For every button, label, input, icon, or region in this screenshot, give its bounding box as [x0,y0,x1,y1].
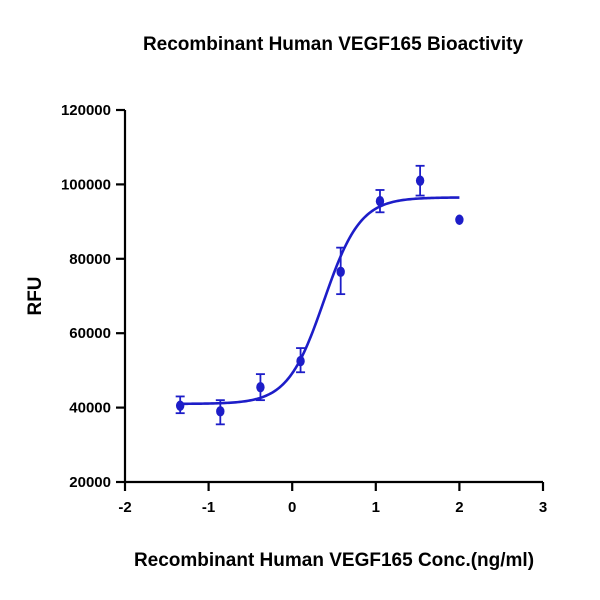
y-tick-label: 80000 [69,251,111,268]
data-point [296,355,305,367]
data-point [216,406,225,417]
y-tick-label: 20000 [69,474,111,491]
data-point [336,266,345,278]
data-point [375,195,385,207]
x-tick-label: 1 [372,499,380,516]
y-tick-label: 40000 [69,400,111,417]
data-point [415,175,425,186]
data-point [256,381,265,393]
x-axis-ticks: -2 -1 0 1 2 3 [118,482,547,516]
y-axis-ticks: 20000 40000 60000 80000 100000 120000 [61,102,125,491]
fit-curve [180,196,460,406]
x-tick-label: 0 [288,499,296,516]
x-tick-label: 2 [455,499,463,516]
data-point [455,214,464,225]
y-tick-label: 120000 [61,102,111,119]
x-axis-label: Recombinant Human VEGF165 Conc.(ng/ml) [134,550,534,571]
data-point [175,400,185,411]
y-tick-label: 60000 [69,325,111,342]
chart-title: Recombinant Human VEGF165 Bioactivity [143,34,524,55]
data-points [175,175,464,417]
x-tick-label: -2 [118,499,131,516]
x-tick-label: 3 [539,499,547,516]
x-tick-label: -1 [202,499,215,516]
y-tick-label: 100000 [61,176,111,193]
y-axis-label: RFU [25,276,46,315]
